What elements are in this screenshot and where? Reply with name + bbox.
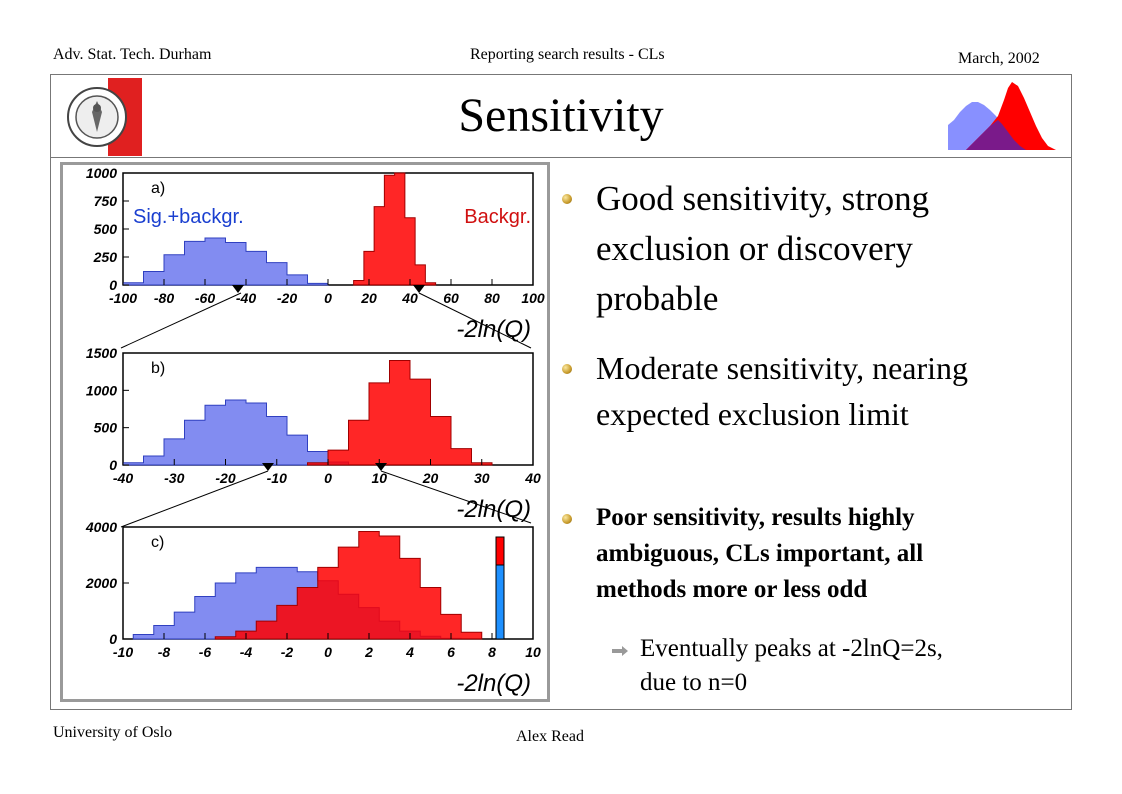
x-tick-label: 8 — [488, 644, 496, 660]
y-tick-label: 0 — [109, 631, 117, 647]
slide-frame — [50, 74, 1072, 710]
x-tick-label: 80 — [484, 290, 500, 306]
x-tick-label: 40 — [401, 290, 418, 306]
x-tick-label: 40 — [524, 470, 541, 486]
x-tick-label: 20 — [360, 290, 377, 306]
y-tick-label: 1500 — [86, 345, 117, 361]
marker-triangle — [413, 285, 425, 293]
university-seal-icon — [67, 87, 127, 147]
n0-bar-background — [495, 536, 505, 566]
footer-left: University of Oslo — [53, 724, 173, 741]
x-tick-label: -6 — [199, 644, 212, 660]
bullet-line: ambiguous, CLs important, all — [596, 540, 924, 567]
x-tick-label: -10 — [113, 644, 133, 660]
connector-line — [120, 470, 269, 528]
x-tick-label: 100 — [521, 290, 545, 306]
histogram-panel: -100 -80 -60 -40 -20 0 20 40 60 80 100025050075010… — [86, 165, 545, 343]
x-tick-label: -80 — [154, 290, 174, 306]
y-tick-label: 500 — [94, 420, 118, 436]
title-separator — [50, 157, 1072, 158]
connector-line — [120, 292, 242, 349]
bullet-line: exclusion or discovery — [596, 229, 913, 268]
y-tick-label: 250 — [93, 249, 118, 265]
y-tick-label: 1000 — [86, 165, 117, 181]
x-tick-label: -20 — [277, 290, 297, 306]
histogram-panel: -10 -8 -6 -4 -2 0 2 4 6 8 10 0 2000 4000 c) -2ln(Q) — [85, 519, 541, 697]
x-tick-label: -8 — [158, 644, 171, 660]
figure-panel: -100 -80 -60 -40 -20 0 20 40 60 80 100 0 250 500 750 10… — [60, 162, 550, 702]
y-tick-label: 500 — [94, 221, 118, 237]
x-tick-label: 10 — [525, 644, 541, 660]
distribution-plots: -100 -80 -60 -40 -20 0 20 40 60 80 100025050075010… — [85, 165, 545, 697]
x-tick-label: 0 — [324, 290, 332, 306]
sub-bullet-peaks: Eventually peaks at -2lnQ=2s, due to n=0 — [640, 632, 943, 700]
y-tick-label: 750 — [94, 193, 118, 209]
header-center: Reporting search results - CLs — [470, 46, 665, 63]
background-histogram — [307, 359, 493, 466]
x-tick-label: -30 — [164, 470, 184, 486]
marker-triangle — [262, 463, 274, 471]
marker-triangle — [375, 463, 387, 471]
panel-label: a) — [151, 180, 165, 197]
bullet-line: Good sensitivity, strong — [596, 179, 930, 218]
x-tick-label: 0 — [324, 644, 332, 660]
series-label-signal: Sig.+backgr. — [133, 206, 244, 228]
marker-triangle — [232, 285, 244, 293]
x-tick-label: -10 — [267, 470, 287, 486]
y-tick-label: 0 — [109, 457, 117, 473]
x-tick-label: 0 — [324, 470, 332, 486]
bullet-icon — [562, 514, 572, 524]
x-axis-label: -2ln(Q) — [456, 670, 531, 697]
background-histogram — [353, 172, 437, 286]
signal-histogram — [122, 237, 329, 286]
series-label-background: Backgr. — [464, 206, 531, 228]
arrow-bullet-icon — [612, 646, 628, 656]
bullet-moderate-sensitivity: Moderate sensitivity, nearing expected e… — [596, 345, 968, 437]
background-histogram — [214, 530, 483, 640]
x-tick-label: 60 — [443, 290, 459, 306]
connector-line — [380, 470, 532, 524]
y-tick-label: 0 — [109, 277, 117, 293]
x-tick-label: -40 — [236, 290, 256, 306]
bullet-line: Moderate sensitivity, nearing — [596, 350, 969, 386]
y-tick-label: 2000 — [85, 575, 117, 591]
page-title: Sensitivity — [458, 89, 664, 142]
bullet-icon — [562, 364, 572, 374]
x-tick-label: 10 — [371, 470, 387, 486]
bullet-line: methods more or less odd — [596, 576, 868, 603]
x-axis-label: -2ln(Q) — [456, 316, 531, 343]
y-tick-label: 4000 — [85, 519, 117, 535]
footer-center: Alex Read — [516, 728, 584, 745]
mini-distributions-icon — [948, 82, 1056, 150]
x-tick-label: -20 — [215, 470, 235, 486]
bullet-line: Eventually peaks at -2lnQ=2s, — [640, 635, 943, 662]
bullet-poor-sensitivity: Poor sensitivity, results highly ambiguo… — [596, 500, 923, 608]
header-right: March, 2002 — [958, 50, 1040, 67]
x-tick-label: -40 — [113, 470, 133, 486]
histogram-panel: -40 -30 -20 -10 0 10 20 30 40 0 500 1000 1500 b) -2ln(… — [86, 345, 541, 523]
panel-label: c) — [151, 534, 164, 551]
x-tick-label: 4 — [405, 644, 414, 660]
bullet-icon — [562, 194, 572, 204]
connector-line — [418, 292, 532, 349]
n0-bar-signal — [495, 564, 505, 640]
x-tick-label: 2 — [364, 644, 373, 660]
x-axis-label: -2ln(Q) — [456, 496, 531, 523]
header-left: Adv. Stat. Tech. Durham — [53, 46, 212, 63]
bullet-line: due to n=0 — [640, 669, 748, 696]
panel-label: b) — [151, 360, 165, 377]
y-tick-label: 1000 — [86, 382, 117, 398]
bullet-good-sensitivity: Good sensitivity, strong exclusion or di… — [596, 174, 929, 324]
x-tick-label: -2 — [281, 644, 294, 660]
bullet-line: expected exclusion limit — [596, 396, 909, 432]
x-tick-label: -100 — [109, 290, 137, 306]
x-tick-label: -60 — [195, 290, 215, 306]
x-tick-label: 30 — [474, 470, 490, 486]
bullet-line: Poor sensitivity, results highly — [596, 504, 915, 531]
x-tick-label: 6 — [447, 644, 455, 660]
x-tick-label: 20 — [422, 470, 439, 486]
bullet-line: probable — [596, 279, 719, 318]
x-tick-label: -4 — [240, 644, 253, 660]
